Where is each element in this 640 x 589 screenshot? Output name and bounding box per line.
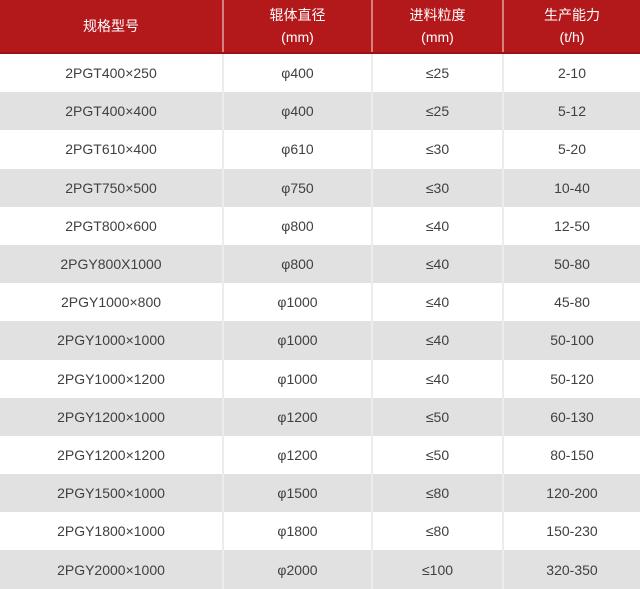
table-row: 2PGY2000×1000 φ2000 ≤100 320-350: [0, 550, 640, 589]
col-header-feed-size-label: 进料粒度: [409, 7, 466, 23]
cell-feed-size: ≤50: [372, 435, 504, 475]
cell-model: 2PGT400×250: [0, 53, 224, 93]
cell-model: 2PGY800X1000: [0, 244, 224, 284]
cell-roller-diameter: φ1000: [223, 359, 373, 398]
table-row: 2PGY1500×1000 φ1500 ≤80 120-200: [0, 474, 640, 513]
table-header: 规格型号 辊体直径 (mm) 进料粒度 (mm) 生产能力 (t/h): [0, 0, 640, 54]
table-row: 2PGT400×250 φ400 ≤25 2-10: [0, 53, 640, 93]
cell-feed-size: ≤40: [372, 283, 504, 322]
cell-model: 2PGT800×600: [0, 206, 224, 245]
cell-capacity: 320-350: [546, 561, 598, 578]
cell-feed-size: ≤40: [372, 359, 504, 398]
cell-model: 2PGT400×400: [0, 92, 224, 131]
cell-capacity: 50-80: [554, 256, 590, 273]
cell-capacity: 5-12: [557, 103, 587, 120]
cell-feed-size: ≤80: [372, 474, 504, 513]
table-row: 2PGY1200×1200 φ1200 ≤50 80-150: [0, 435, 640, 475]
cell-roller-diameter: φ1800: [223, 512, 373, 551]
cell-capacity: 50-120: [550, 370, 594, 387]
table-body: 2PGT400×250 φ400 ≤25 2-10 2PGT400×400 φ400 ≤25…: [0, 53, 640, 589]
cell-model: 2PGT750×500: [0, 168, 224, 207]
cell-roller-diameter: φ400: [223, 92, 373, 131]
col-header-capacity: 生产能力 (t/h): [503, 0, 640, 54]
cell-roller-diameter: φ1000: [223, 283, 373, 322]
cell-capacity: 2-10: [557, 65, 587, 82]
table-row: 2PGY1000×1000 φ1000 ≤40 50-100: [0, 321, 640, 360]
col-header-roller-diameter: 辊体直径 (mm): [223, 0, 373, 54]
cell-roller-diameter: φ750: [223, 168, 373, 207]
col-header-feed-size-unit: (mm): [421, 29, 454, 45]
cell-feed-size: ≤40: [372, 206, 504, 245]
cell-roller-diameter: φ1200: [223, 435, 373, 475]
col-header-model: 规格型号: [0, 0, 224, 54]
cell-feed-size: ≤50: [372, 397, 504, 436]
cell-roller-diameter: φ1500: [223, 474, 373, 513]
table-row: 2PGT800×600 φ800 ≤40 12-50: [0, 206, 640, 245]
col-header-feed-size: 进料粒度 (mm): [372, 0, 504, 54]
cell-model: 2PGY2000×1000: [0, 550, 224, 589]
cell-capacity: 50-100: [550, 332, 594, 349]
cell-feed-size: ≤25: [372, 53, 504, 93]
col-header-capacity-unit: (t/h): [559, 29, 585, 45]
col-header-roller-diameter-unit: (mm): [281, 29, 314, 45]
cell-roller-diameter: φ400: [223, 53, 373, 93]
cell-model: 2PGY1000×1000: [0, 321, 224, 360]
table-row: 2PGY1200×1000 φ1200 ≤50 60-130: [0, 397, 640, 436]
cell-model: 2PGY1800×1000: [0, 512, 224, 551]
table-row: 2PGY1000×800 φ1000 ≤40 45-80: [0, 283, 640, 322]
cell-model: 2PGY1000×1200: [0, 359, 224, 398]
col-header-model-label: 规格型号: [83, 18, 139, 34]
cell-model: 2PGY1200×1200: [0, 435, 224, 475]
cell-feed-size: ≤40: [372, 321, 504, 360]
cell-model: 2PGT610×400: [0, 130, 224, 169]
cell-roller-diameter: φ1000: [223, 321, 373, 360]
table-row: 2PGT750×500 φ750 ≤30 10-40: [0, 168, 640, 207]
col-header-roller-diameter-label: 辊体直径: [269, 7, 326, 23]
cell-model: 2PGY1000×800: [0, 283, 224, 322]
cell-feed-size: ≤30: [372, 130, 504, 169]
cell-roller-diameter: φ610: [223, 130, 373, 169]
cell-capacity: 120-200: [546, 485, 598, 502]
cell-capacity: 5-20: [557, 141, 587, 158]
cell-capacity: 45-80: [554, 294, 590, 311]
table-row: 2PGY1000×1200 φ1000 ≤40 50-120: [0, 359, 640, 398]
table-row: 2PGT610×400 φ610 ≤30 5-20: [0, 130, 640, 169]
cell-feed-size: ≤80: [372, 512, 504, 551]
col-header-capacity-label: 生产能力: [544, 7, 600, 23]
cell-feed-size: ≤100: [372, 550, 504, 589]
cell-feed-size: ≤30: [372, 168, 504, 207]
cell-capacity: 10-40: [554, 179, 590, 196]
cell-model: 2PGY1500×1000: [0, 474, 224, 513]
cell-feed-size: ≤40: [372, 244, 504, 284]
table-row: 2PGT400×400 φ400 ≤25 5-12: [0, 92, 640, 131]
header-row: 规格型号 辊体直径 (mm) 进料粒度 (mm) 生产能力 (t/h): [0, 0, 640, 54]
cell-model: 2PGY1200×1000: [0, 397, 224, 436]
cell-capacity: 150-230: [546, 523, 598, 540]
table-row: 2PGY800X1000 φ800 ≤40 50-80: [0, 244, 640, 284]
cell-roller-diameter: φ1200: [223, 397, 373, 436]
table-row: 2PGY1800×1000 φ1800 ≤80 150-230: [0, 512, 640, 551]
cell-feed-size: ≤25: [372, 92, 504, 131]
cell-capacity: 80-150: [550, 446, 594, 463]
cell-roller-diameter: φ800: [223, 244, 373, 284]
cell-roller-diameter: φ2000: [223, 550, 373, 589]
cell-capacity: 60-130: [550, 408, 594, 425]
cell-capacity: 12-50: [554, 217, 590, 234]
cell-roller-diameter: φ800: [223, 206, 373, 245]
